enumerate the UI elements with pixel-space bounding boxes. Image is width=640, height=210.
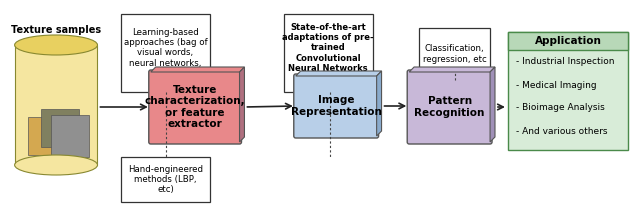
FancyBboxPatch shape <box>121 157 210 202</box>
FancyBboxPatch shape <box>419 28 490 80</box>
FancyBboxPatch shape <box>508 32 628 150</box>
FancyBboxPatch shape <box>148 70 241 144</box>
FancyBboxPatch shape <box>508 32 628 50</box>
FancyBboxPatch shape <box>294 74 379 138</box>
Polygon shape <box>296 71 381 76</box>
Polygon shape <box>15 45 97 165</box>
Polygon shape <box>376 71 381 136</box>
Polygon shape <box>151 67 244 72</box>
Text: Application: Application <box>534 36 602 46</box>
Polygon shape <box>41 109 79 147</box>
Text: - Industrial Inspection: - Industrial Inspection <box>516 58 614 67</box>
FancyBboxPatch shape <box>284 14 372 92</box>
Text: State-of-the-art
adaptations of pre-
trained
Convolutional
Neural Networks
(CNNs: State-of-the-art adaptations of pre- tra… <box>282 22 374 84</box>
Polygon shape <box>490 67 495 142</box>
Ellipse shape <box>15 35 97 55</box>
FancyBboxPatch shape <box>407 70 492 144</box>
Polygon shape <box>239 67 244 142</box>
Text: - Medical Imaging: - Medical Imaging <box>516 80 596 89</box>
Text: - And various others: - And various others <box>516 126 607 135</box>
Polygon shape <box>409 67 495 72</box>
Polygon shape <box>51 115 88 157</box>
Text: Hand-engineered
methods (LBP,
etc): Hand-engineered methods (LBP, etc) <box>128 165 203 194</box>
Text: Classification,
regression, etc: Classification, regression, etc <box>422 44 486 64</box>
Polygon shape <box>28 117 66 155</box>
Text: Image
Representation: Image Representation <box>291 95 381 117</box>
FancyBboxPatch shape <box>121 14 210 92</box>
Text: Texture samples: Texture samples <box>11 25 101 35</box>
Text: - Bioimage Analysis: - Bioimage Analysis <box>516 104 604 113</box>
Text: Learning-based
approaches (bag of
visual words,
neural networks,
etc): Learning-based approaches (bag of visual… <box>124 28 207 78</box>
Text: Pattern
Recognition: Pattern Recognition <box>415 96 485 118</box>
Ellipse shape <box>15 155 97 175</box>
Text: Texture
characterization,
or feature
extractor: Texture characterization, or feature ext… <box>145 85 246 129</box>
